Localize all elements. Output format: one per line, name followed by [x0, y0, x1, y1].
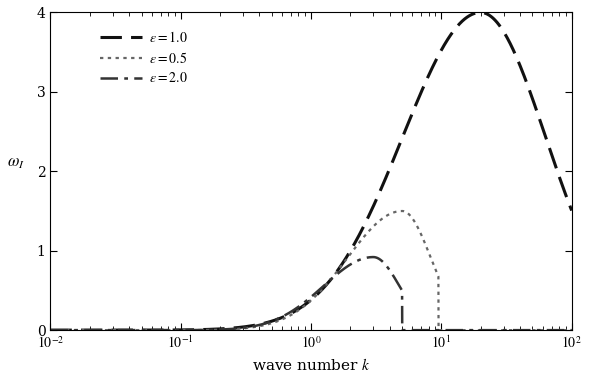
- $\varepsilon = 2.0$: [107, 328, 114, 332]
- Legend: $\varepsilon = 1.0$, $\varepsilon = 0.5$, $\varepsilon = 2.0$: $\varepsilon = 1.0$, $\varepsilon = 0.5$…: [95, 25, 193, 91]
- $\varepsilon = 0.5$: [247, 325, 254, 330]
- $\varepsilon = 1.0$: [137, 328, 144, 332]
- $\varepsilon = 0.5$: [269, 320, 276, 325]
- $\varepsilon = 1.0$: [477, 10, 484, 15]
- $\varepsilon = 1.0$: [568, 208, 575, 213]
- $\varepsilon = 2.0$: [502, 328, 509, 332]
- $\varepsilon = 2.0$: [269, 318, 276, 323]
- $\varepsilon = 0.5$: [435, 328, 442, 332]
- Line: $\varepsilon = 0.5$: $\varepsilon = 0.5$: [51, 211, 572, 330]
- Y-axis label: $\omega_I$: $\omega_I$: [7, 154, 25, 171]
- $\varepsilon = 0.5$: [137, 328, 144, 332]
- $\varepsilon = 2.0$: [47, 328, 54, 332]
- X-axis label: wave number $k$: wave number $k$: [252, 357, 370, 373]
- $\varepsilon = 1.0$: [269, 318, 276, 323]
- $\varepsilon = 0.5$: [47, 328, 54, 332]
- $\varepsilon = 0.5$: [568, 328, 575, 332]
- $\varepsilon = 2.0$: [558, 328, 565, 332]
- $\varepsilon = 2.0$: [137, 328, 144, 332]
- $\varepsilon = 1.0$: [247, 324, 254, 328]
- $\varepsilon = 1.0$: [47, 328, 54, 332]
- $\varepsilon = 0.5$: [399, 209, 406, 213]
- $\varepsilon = 2.0$: [247, 325, 254, 329]
- Line: $\varepsilon = 1.0$: $\varepsilon = 1.0$: [51, 13, 572, 330]
- $\varepsilon = 1.0$: [558, 181, 565, 186]
- $\varepsilon = 2.0$: [399, 328, 406, 332]
- $\varepsilon = 0.5$: [558, 328, 565, 332]
- $\varepsilon = 0.5$: [502, 328, 509, 332]
- Line: $\varepsilon = 2.0$: $\varepsilon = 2.0$: [51, 257, 572, 330]
- $\varepsilon = 0.5$: [107, 328, 114, 332]
- $\varepsilon = 1.0$: [502, 32, 509, 37]
- $\varepsilon = 1.0$: [107, 328, 114, 332]
- $\varepsilon = 2.0$: [370, 255, 377, 259]
- $\varepsilon = 2.0$: [568, 328, 575, 332]
